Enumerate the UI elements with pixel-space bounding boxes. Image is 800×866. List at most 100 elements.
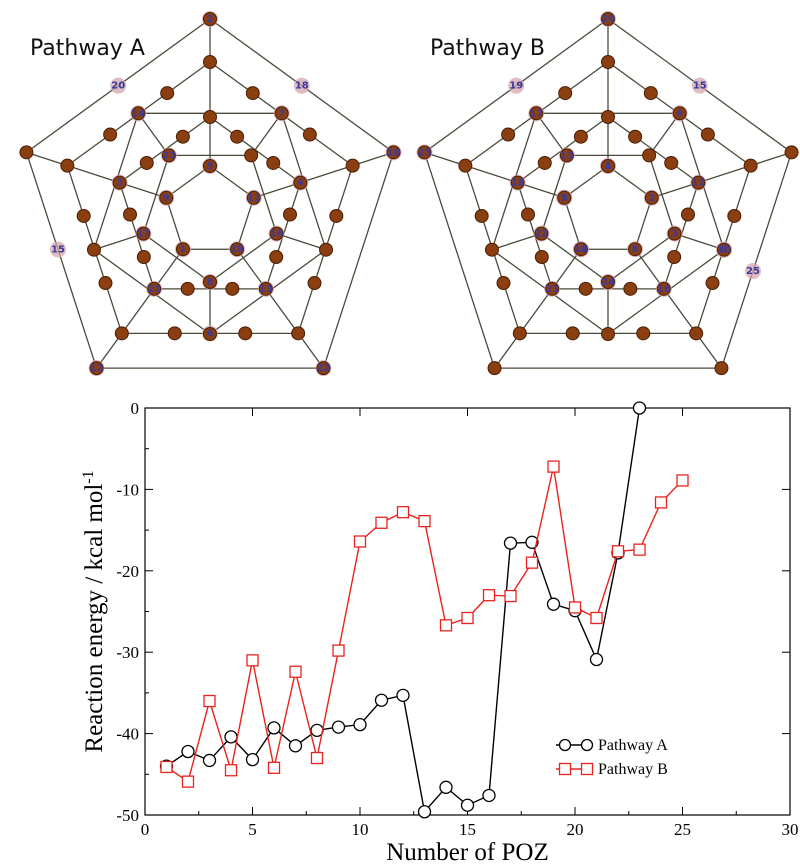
x-tick-label: 20 (567, 820, 584, 839)
carbon-atom (303, 128, 316, 141)
carbon-atom (115, 327, 128, 340)
data-point (290, 666, 301, 677)
carbon-atom (475, 209, 488, 222)
site-number: 13 (259, 284, 273, 295)
site-number: 21 (545, 284, 559, 295)
carbon-atom (239, 327, 252, 340)
data-point (441, 620, 452, 631)
site-number: 17 (529, 108, 543, 119)
carbon-atom (246, 87, 259, 100)
site-number: 4 (297, 178, 304, 189)
data-point (354, 719, 366, 731)
data-point (204, 754, 216, 766)
data-point (225, 731, 237, 743)
site-number: 17 (136, 229, 150, 240)
site-number: 2 (207, 14, 214, 25)
carbon-atom (181, 282, 194, 295)
carbon-atom (231, 130, 244, 143)
bond (323, 152, 393, 368)
carbon-atom (566, 327, 579, 340)
data-point (268, 722, 280, 734)
site-number: 16 (657, 284, 671, 295)
x-tick-label: 15 (459, 820, 476, 839)
bond (635, 198, 652, 249)
data-point (656, 497, 667, 508)
y-tick-label: -20 (116, 562, 139, 581)
site-number: 22 (316, 363, 330, 374)
site-number: 11 (574, 244, 588, 255)
plot-frame (145, 408, 790, 815)
y-tick-label: 0 (131, 399, 140, 418)
carbon-atom (602, 328, 615, 341)
carbon-atom (61, 159, 74, 172)
data-point (505, 591, 516, 602)
data-point (570, 602, 581, 613)
data-point (290, 740, 302, 752)
data-point (634, 402, 646, 414)
site-highlights (50, 11, 402, 376)
site-number: 23 (417, 147, 431, 158)
bond (26, 152, 96, 368)
site-number: 2 (648, 193, 655, 204)
legend-label: Pathway A (598, 737, 668, 754)
site-number: 7 (561, 193, 568, 204)
carbon-atom (161, 87, 174, 100)
carbon-atom (320, 243, 333, 256)
carbon-atom (513, 327, 526, 340)
site-number: 14 (131, 108, 145, 119)
legend-item: Pathway B (556, 761, 668, 778)
data-point (591, 654, 603, 666)
site-number: 8 (207, 277, 214, 288)
site-number: 15 (51, 244, 65, 255)
x-tick-label: 25 (674, 820, 691, 839)
data-point (398, 507, 409, 518)
data-point (677, 475, 688, 486)
data-point (269, 762, 280, 773)
carbon-atom (602, 111, 615, 124)
data-point (462, 613, 473, 624)
site-number: 18 (511, 178, 525, 189)
site-number: 7 (278, 108, 285, 119)
carbon-atom (602, 56, 615, 69)
data-point (333, 721, 345, 733)
site-number: 12 (90, 363, 104, 374)
carbon-atom (168, 327, 181, 340)
site-number: 8 (632, 244, 639, 255)
carbon-atom (330, 209, 343, 222)
site-number: 25 (746, 266, 760, 277)
data-point (462, 799, 474, 811)
data-point (161, 761, 172, 772)
carbon-atom (99, 277, 112, 290)
site-number: 15 (693, 81, 707, 92)
data-point (634, 544, 645, 555)
site-number: 5 (207, 161, 214, 172)
site-number: 20 (601, 14, 615, 25)
data-point (183, 776, 194, 787)
data-point (505, 537, 517, 549)
x-tick-label: 0 (141, 820, 150, 839)
carbon-atom (643, 149, 656, 162)
carbon-atom (538, 156, 551, 169)
carbon-atom (665, 156, 678, 169)
carbon-atom (629, 130, 642, 143)
carbon-atom (706, 277, 719, 290)
carbon-atom (176, 130, 189, 143)
data-point (376, 517, 387, 528)
bond (424, 152, 494, 368)
carbon-atom (574, 130, 587, 143)
bond (266, 289, 298, 333)
bond (237, 198, 254, 249)
carbon-atom (744, 159, 757, 172)
data-point (483, 789, 495, 801)
bond (520, 289, 552, 333)
carbon-atom (226, 282, 239, 295)
data-point (419, 516, 430, 527)
carbon-atom (690, 327, 703, 340)
site-number: 19 (230, 244, 244, 255)
reaction-energy-chart: 0 5 10 15 20 25 300-10-20-30-40-50Number of PO… (80, 399, 799, 866)
carbon-atom (346, 159, 359, 172)
carbon-atom (459, 159, 472, 172)
pathway-a-diagram: 2 20 18 10 12 22 15 6 7 14 3 21 13 4 16 23 8 17 5 11 9 19 1 (20, 11, 402, 376)
bond (166, 198, 183, 249)
carbon-atom (124, 208, 137, 221)
